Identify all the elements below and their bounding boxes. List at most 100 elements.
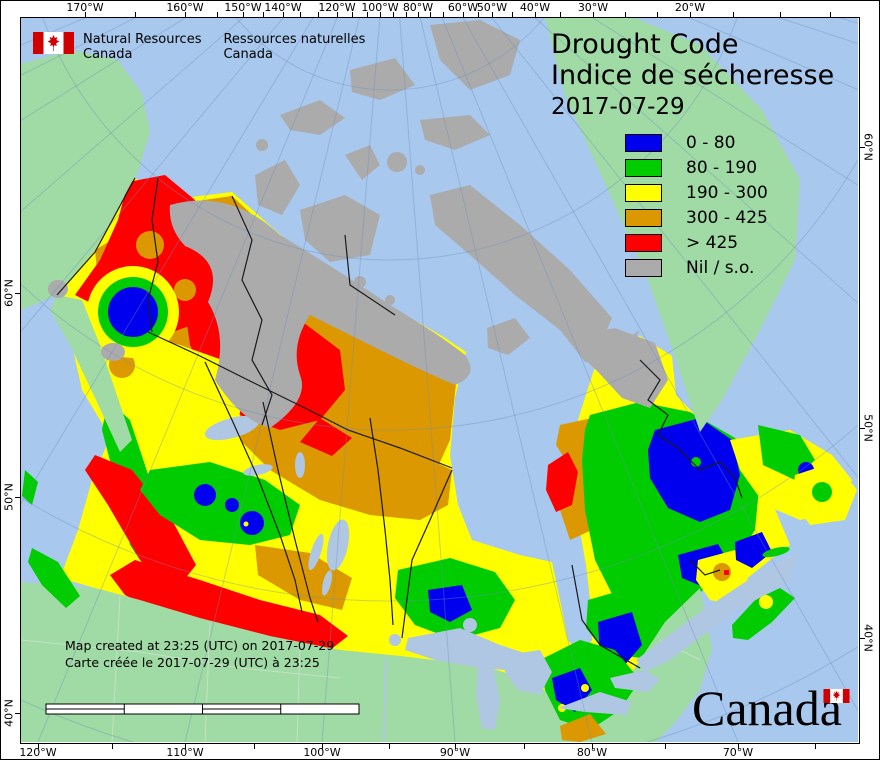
axis-tick [625, 12, 626, 18]
axis-tick [380, 12, 381, 18]
anticosti [762, 546, 790, 558]
zone-red-bc [85, 455, 196, 590]
created-fr: Carte créée le 2017-07-29 (UTC) à 23:25 [65, 655, 320, 670]
longitude-label: 110°W [166, 746, 204, 759]
latitude-label: 60°N [2, 279, 16, 307]
longitude-label: 90°W [439, 746, 471, 759]
longitude-label: 100°W [361, 1, 399, 14]
axis-tick [859, 638, 865, 639]
legend-label: 190 - 300 [686, 182, 768, 203]
title-date: 2017-07-29 [551, 94, 685, 120]
longitude-label: 120°W [318, 1, 356, 14]
legend-row: 190 - 300 [625, 180, 768, 205]
legend-swatch [625, 208, 662, 227]
axis-tick [406, 12, 407, 18]
canada-wordmark: Canada [692, 680, 850, 736]
victoria-island [300, 195, 380, 262]
legend-row: 80 - 190 [625, 155, 768, 180]
map-title-block: Drought Code Indice de sécheresse 2017-0… [551, 29, 834, 120]
tundra-mainland [169, 200, 471, 428]
longitude-label: 160°W [166, 1, 204, 14]
axis-tick [263, 12, 264, 18]
legend-swatch [625, 258, 662, 277]
nova-scotia [732, 588, 795, 640]
canada-wordmark-text: Canada [692, 680, 842, 736]
axis-tick [283, 12, 284, 18]
title-fr: Indice de sécheresse [551, 60, 835, 91]
legend-swatch [625, 183, 662, 202]
government-header: Natural Resources Canada Ressources natu… [33, 32, 387, 62]
longitude-label: 140°W [264, 1, 302, 14]
axis-tick [318, 12, 319, 18]
axis-tick [322, 743, 323, 749]
longitude-label: 60°W [447, 1, 479, 14]
dept-name-fr-2: Canada [223, 47, 273, 62]
legend-row: > 425 [625, 230, 768, 255]
longitude-label: 30°W [577, 1, 609, 14]
drought-map-canvas [21, 18, 858, 742]
legend-row: 0 - 80 [625, 130, 768, 155]
dept-name-en-1: Natural Resources [83, 32, 202, 47]
greenland [545, 18, 800, 432]
baffin-island [430, 185, 612, 345]
axis-tick [463, 12, 464, 18]
axis-tick [492, 12, 493, 18]
axis-tick [217, 12, 218, 18]
alaska-panhandle [50, 295, 132, 452]
province-borders [56, 177, 743, 669]
axis-tick [455, 743, 456, 749]
zone-red-hudsoneast [546, 452, 578, 512]
axis-tick [254, 743, 255, 749]
axis-tick [780, 12, 781, 18]
axis-tick [15, 713, 21, 714]
axis-tick [15, 497, 21, 498]
axis-tick [15, 293, 21, 294]
longitude-label: 70°W [722, 746, 754, 759]
zone-red-prairie [110, 560, 348, 650]
united-states [21, 582, 590, 742]
axis-tick [243, 12, 244, 18]
axis-tick [300, 12, 301, 18]
axis-tick [38, 743, 39, 749]
legend-swatch [625, 133, 662, 152]
legend-label: 0 - 80 [686, 132, 736, 153]
great-lakes [405, 552, 800, 730]
axis-tick [185, 12, 186, 18]
axis-tick [389, 743, 390, 749]
axis-tick [859, 147, 865, 148]
axis-tick [112, 743, 113, 749]
axis-tick [337, 12, 338, 18]
axis-tick [352, 12, 353, 18]
created-en: Map created at 23:25 (UTC) on 2017-07-29 [65, 638, 335, 653]
longitude-label: 20°W [674, 1, 706, 14]
alaska [21, 50, 150, 310]
legend-row: Nil / s.o. [625, 255, 768, 280]
axis-tick [430, 12, 431, 18]
nil-spot-yukon [48, 280, 68, 298]
zone-blue-nwt [108, 287, 158, 337]
axis-tick [830, 12, 831, 18]
canada-wordmark-flag-icon [823, 689, 850, 703]
lake-winnipeg [326, 519, 350, 571]
axis-tick [185, 743, 186, 749]
longitude-label: 50°W [476, 1, 508, 14]
axis-tick [443, 12, 444, 18]
axis-tick [738, 743, 739, 749]
legend-label: 300 - 425 [686, 207, 768, 228]
zone-orange-prairie [255, 545, 352, 610]
canada-flag-icon [33, 32, 74, 54]
axis-tick [665, 743, 666, 749]
axis-tick [592, 743, 593, 749]
great-slave-lake [204, 415, 260, 441]
axis-tick [815, 743, 816, 749]
longitude-label: 80°W [576, 746, 608, 759]
axis-tick [393, 12, 394, 18]
legend-label: > 425 [686, 232, 739, 253]
us-state-lines [21, 595, 701, 742]
legend-label: Nil / s.o. [686, 257, 755, 278]
axis-tick [512, 12, 513, 18]
longitude-label: 40°W [519, 1, 551, 14]
ellesmere-island [430, 20, 520, 90]
legend-swatch [625, 158, 662, 177]
longitude-label: 170°W [66, 1, 104, 14]
